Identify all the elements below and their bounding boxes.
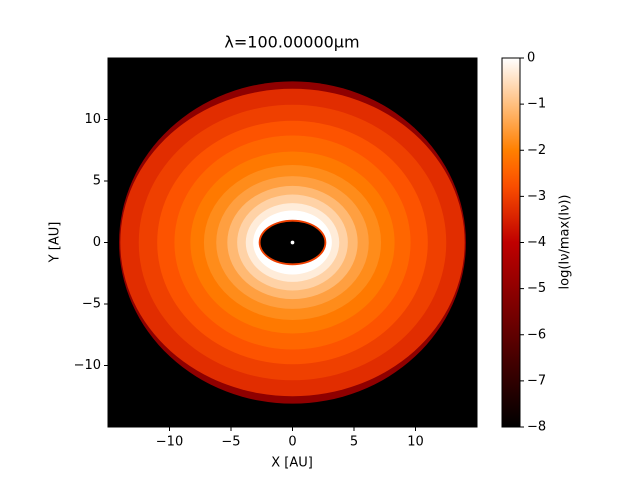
y-tick-label: 5 — [93, 174, 101, 189]
x-tick-label: 0 — [288, 435, 296, 450]
chart-title: λ=100.00000μm — [224, 33, 359, 52]
colorbar-tick-label: −2 — [527, 143, 546, 158]
colorbar-tick-label: −5 — [527, 281, 546, 296]
x-tick-label: −10 — [156, 435, 183, 450]
x-tick-label: 10 — [407, 435, 424, 450]
colorbar — [501, 57, 521, 428]
y-tick-label: 10 — [84, 112, 101, 127]
x-tick-label: −5 — [221, 435, 240, 450]
x-axis-label: X [AU] — [271, 456, 313, 471]
y-tick-label: −5 — [82, 297, 101, 312]
disk-ring — [290, 240, 295, 245]
y-tick-label: 0 — [93, 235, 101, 250]
y-tick-label: −10 — [74, 358, 101, 373]
colorbar-tick-label: −4 — [527, 235, 546, 250]
colorbar-tick-label: −8 — [527, 420, 546, 435]
colorbar-tick-label: −1 — [527, 97, 546, 112]
colorbar-tick-label: 0 — [527, 51, 535, 66]
y-axis-label: Y [AU] — [48, 222, 63, 264]
colorbar-tick-label: −7 — [527, 373, 546, 388]
colorbar-tick-label: −3 — [527, 189, 546, 204]
image-area — [108, 58, 477, 427]
colorbar-tick-label: −6 — [527, 327, 546, 342]
colorbar-label: log(Iν/max(Iν)) — [558, 195, 573, 290]
x-tick-label: 5 — [350, 435, 358, 450]
